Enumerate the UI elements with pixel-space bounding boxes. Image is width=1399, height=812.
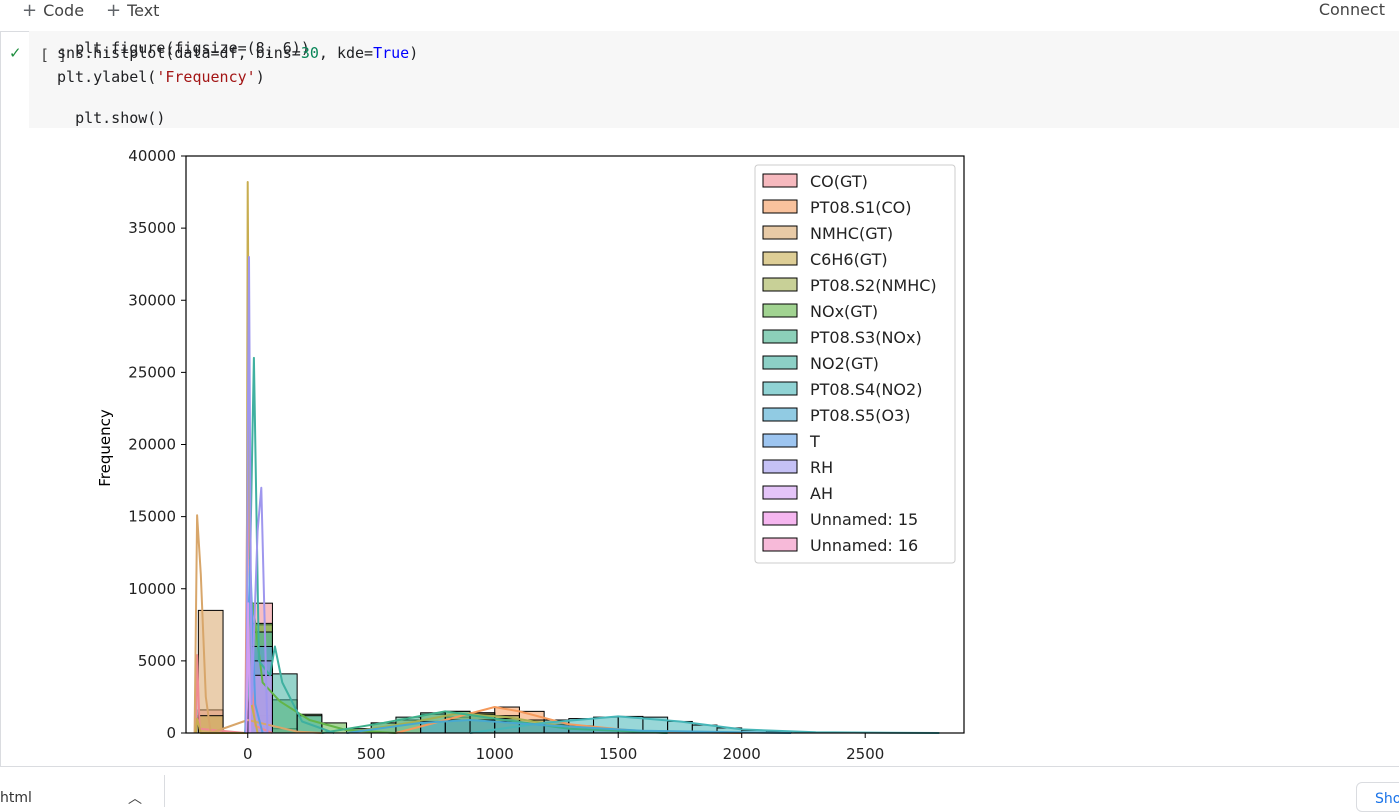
histogram-chart: 0 500 1000 1500 2000 250005000100001500020000… bbox=[96, 147, 965, 763]
legend-label: PT08.S4(NO2) bbox=[810, 380, 922, 399]
kde-line bbox=[245, 602, 252, 734]
connect-button[interactable]: Connect bbox=[1318, 0, 1385, 19]
legend-swatch bbox=[762, 407, 798, 422]
bars-layer bbox=[197, 602, 792, 734]
legend-label: PT08.S1(CO) bbox=[810, 198, 911, 217]
add-text-button[interactable]: + Text bbox=[106, 0, 160, 21]
code-string: 'Frequency' bbox=[156, 68, 256, 86]
x-tick-label: 1500 bbox=[599, 745, 637, 763]
y-tick-label: 10000 bbox=[128, 580, 176, 598]
plus-icon: + bbox=[22, 0, 38, 21]
code-text: plt.figure(figsize=(8, 6)) bbox=[75, 39, 310, 57]
legend-label: CO(GT) bbox=[810, 172, 868, 191]
y-tick-label: 40000 bbox=[128, 147, 176, 165]
notebook-toolbar: + Code + Text Connect bbox=[0, 0, 1399, 32]
legend-label: RH bbox=[810, 458, 833, 477]
y-tick-label: 25000 bbox=[128, 363, 176, 381]
code-line-4: plt.show() bbox=[57, 91, 165, 127]
code-text: sns.histplot(data=df, bins= bbox=[57, 44, 301, 62]
code-text: , kde= bbox=[318, 44, 374, 62]
y-tick-label: 20000 bbox=[128, 436, 176, 454]
legend-label: AH bbox=[810, 484, 833, 503]
y-tick-label: 5000 bbox=[138, 652, 176, 670]
y-tick-label: 35000 bbox=[128, 219, 176, 237]
add-code-label: Code bbox=[43, 0, 85, 20]
legend-label: Unnamed: 16 bbox=[810, 536, 918, 555]
plus-icon: + bbox=[106, 0, 122, 21]
y-tick-label: 0 bbox=[166, 724, 176, 742]
legend-swatch bbox=[762, 329, 798, 344]
legend-swatch bbox=[762, 537, 798, 552]
legend-label: Unnamed: 15 bbox=[810, 510, 918, 529]
kde-line bbox=[245, 256, 269, 734]
legend: CO(GT) PT08.S1(CO) NMHC(GT) C6H6(GT) PT08.S2… bbox=[754, 164, 956, 564]
legend-box bbox=[754, 164, 956, 564]
legend-swatch bbox=[762, 277, 798, 292]
legend-swatch bbox=[762, 303, 798, 318]
y-axis-label: Frequency bbox=[96, 409, 114, 487]
legend-swatch bbox=[762, 173, 798, 188]
legend-swatch bbox=[762, 381, 798, 396]
legend-swatch bbox=[762, 433, 798, 448]
bottom-panel bbox=[0, 766, 1399, 808]
run-cell-button[interactable]: [ ] bbox=[40, 46, 68, 64]
bottom-tab-html[interactable]: html bbox=[0, 790, 32, 806]
checkmark-icon: ✓ bbox=[9, 44, 22, 62]
code-text: plt.show() bbox=[75, 109, 166, 127]
x-tick-label: 2000 bbox=[723, 745, 761, 763]
x-tick-label: 1000 bbox=[476, 745, 514, 763]
chevron-up-icon[interactable]: ︿ bbox=[128, 791, 142, 807]
legend-label: T bbox=[809, 432, 820, 451]
add-text-label: Text bbox=[127, 0, 160, 20]
code-number: 30 bbox=[300, 44, 319, 62]
legend-label: NMHC(GT) bbox=[810, 224, 893, 243]
code-line-2: sns.histplot(data=df, bins=30, kde=True) bbox=[57, 44, 418, 62]
code-line-3: plt.ylabel('Frequency') bbox=[57, 68, 265, 86]
legend-label: PT08.S5(O3) bbox=[810, 406, 910, 425]
x-tick-label: 0 bbox=[243, 745, 253, 763]
kde-line bbox=[469, 715, 940, 734]
legend-swatch bbox=[762, 485, 798, 500]
kde-line bbox=[346, 719, 792, 734]
x-tick-label: 500 bbox=[357, 745, 386, 763]
y-tick-label: 15000 bbox=[128, 508, 176, 526]
legend-swatch bbox=[762, 459, 798, 474]
x-tick-label: 2500 bbox=[846, 745, 884, 763]
add-code-button[interactable]: + Code bbox=[22, 0, 85, 21]
legend-swatch bbox=[762, 251, 798, 266]
legend-label: PT08.S3(NOx) bbox=[810, 328, 922, 347]
legend-swatch bbox=[762, 355, 798, 370]
kde-line bbox=[321, 710, 668, 734]
legend-label: PT08.S2(NMHC) bbox=[810, 276, 937, 295]
kde-line bbox=[193, 514, 322, 734]
legend-swatch bbox=[762, 511, 798, 526]
code-line-1: plt.figure(figsize=(8, 6)) bbox=[57, 30, 310, 57]
legend-swatch bbox=[762, 225, 798, 240]
legend-label: NO2(GT) bbox=[810, 354, 879, 373]
divider bbox=[164, 775, 165, 807]
ticks-layer: 0 500 1000 1500 2000 250005000100001500020000… bbox=[128, 147, 884, 763]
code-text: ) bbox=[409, 44, 419, 62]
code-cell-editor[interactable] bbox=[29, 31, 1399, 128]
kde-layer bbox=[193, 181, 940, 734]
code-text: plt.ylabel( bbox=[57, 68, 157, 86]
code-keyword: True bbox=[373, 44, 410, 62]
cell-rail bbox=[0, 31, 1, 766]
y-tick-label: 30000 bbox=[128, 291, 176, 309]
legend-label: C6H6(GT) bbox=[810, 250, 888, 269]
legend-swatch bbox=[762, 199, 798, 214]
show-button[interactable]: Sho bbox=[1356, 782, 1399, 812]
code-text: ) bbox=[255, 68, 265, 86]
legend-label: NOx(GT) bbox=[810, 302, 878, 321]
